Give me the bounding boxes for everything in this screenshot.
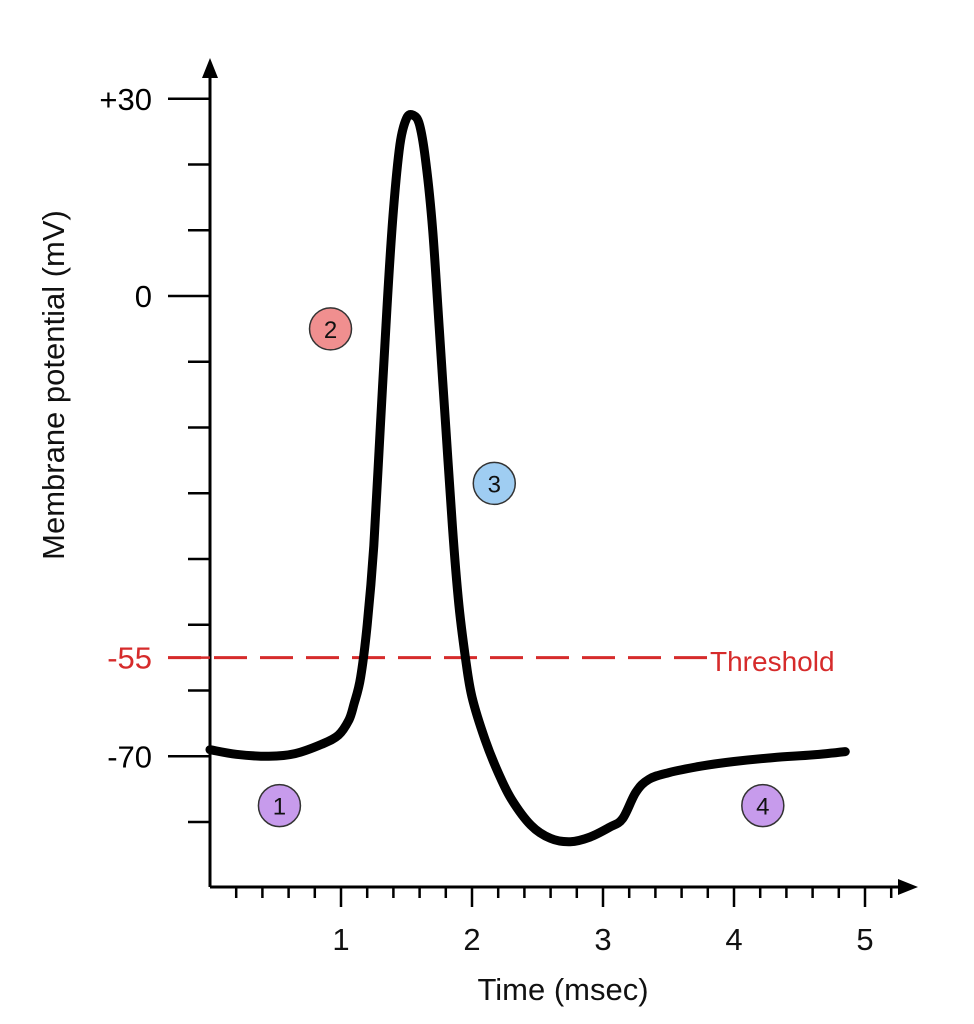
x-axis-title: Time (msec) (477, 972, 648, 1007)
x-tick-label: 1 (332, 922, 349, 957)
y-tick-label: +30 (99, 82, 152, 117)
membrane-potential-curve (205, 109, 850, 847)
x-tick-label: 5 (856, 922, 873, 957)
phase-marker-circle (472, 461, 517, 506)
curve-layer (205, 109, 850, 847)
phase-marker-circle (257, 783, 302, 828)
phase-marker-label: 4 (756, 794, 769, 821)
x-tick-label: 2 (463, 922, 480, 957)
phase-marker-label: 2 (324, 317, 337, 344)
phase-marker-circle (741, 783, 785, 828)
x-tick-label: 4 (725, 922, 742, 957)
y-tick-label: 0 (135, 279, 152, 314)
x-axis-arrow (898, 879, 918, 895)
y-tick-label: -70 (107, 739, 152, 774)
axes (202, 58, 918, 895)
phase-marker-circle (308, 307, 353, 351)
phase-marker-label: 3 (488, 471, 501, 498)
phase-markers: 1 2 3 4 (257, 307, 785, 828)
y-axis-arrow (202, 58, 218, 78)
y-tick-label: -55 (107, 641, 152, 676)
x-tick-label: 3 (594, 922, 611, 957)
labels: Time (msec) Membrane potential (mV) Thre… (36, 210, 835, 1007)
ticks: +30 0 -55 -70 1 2 3 4 5 (99, 82, 893, 957)
threshold-label: Threshold (710, 646, 835, 677)
phase-marker-label: 1 (273, 794, 286, 821)
y-axis-title: Membrane potential (mV) (36, 210, 71, 560)
